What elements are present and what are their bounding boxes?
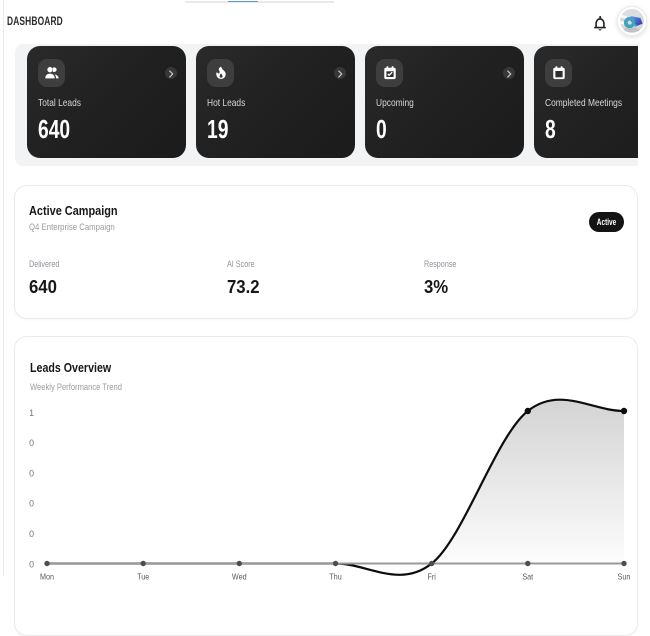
svg-text:Tue: Tue [137,572,150,582]
svg-text:0: 0 [29,529,34,539]
svg-text:0: 0 [29,559,34,569]
svg-text:Sun: Sun [618,572,631,582]
svg-text:Wed: Wed [232,572,247,582]
svg-text:0: 0 [29,468,34,478]
svg-text:Sat: Sat [522,572,534,582]
svg-text:Fri: Fri [428,572,437,582]
svg-text:1: 1 [29,408,34,418]
svg-text:Thu: Thu [329,572,341,582]
svg-text:Mon: Mon [40,572,54,582]
svg-text:0: 0 [29,499,34,509]
svg-text:0: 0 [29,438,34,448]
